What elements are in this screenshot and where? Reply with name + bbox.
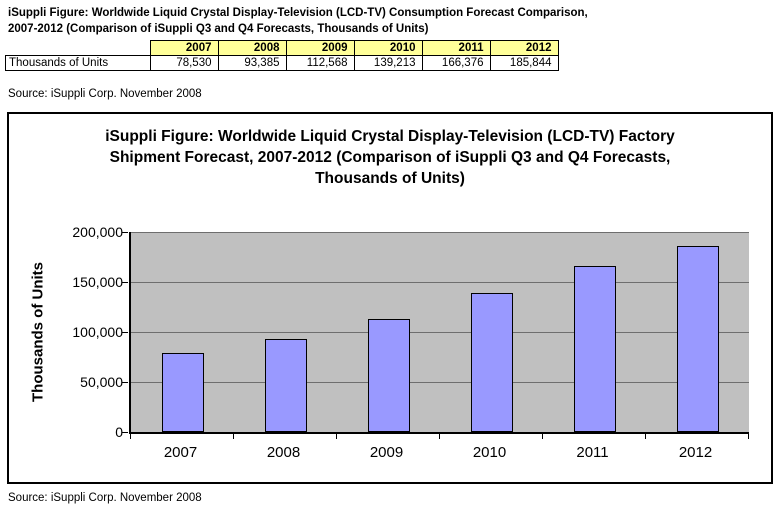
plot-area [129,232,749,434]
table-year-header: 2008 [217,40,287,56]
gridline [131,382,749,383]
table-value-cell: 112,568 [285,55,355,71]
x-tickmark [439,434,440,439]
y-tick-label: 100,000 [72,324,123,340]
bar-2007 [161,353,204,432]
table-year-header: 2011 [421,40,491,56]
x-tick-label: 2010 [472,444,507,461]
table-value-cell: 185,844 [489,55,559,71]
table-value-cell: 78,530 [149,55,219,71]
table-year-header: 2009 [285,40,355,56]
forecast-table: 2007 2008 2009 2010 2011 2012 Thousands of Un… [5,40,559,71]
table-corner-cell [5,40,150,56]
table-row-label: Thousands of Units [5,55,151,71]
y-tickmark [122,432,128,433]
y-tick-label: 150,000 [72,274,123,290]
table-value-cell: 139,213 [353,55,423,71]
table-value-cell: 166,376 [421,55,491,71]
table-value-cell: 93,385 [217,55,287,71]
source-text-top: Source: iSuppli Corp. November 2008 [8,88,202,100]
x-axis-labels: 2007 2008 2009 2010 2011 2012 [129,444,747,461]
x-tickmark [336,434,337,439]
x-tick-label: 2008 [266,444,301,461]
bar-2010 [470,292,513,432]
x-tickmark [542,434,543,439]
table-year-header: 2007 [149,40,219,56]
gridline [131,332,749,333]
x-tick-label: 2011 [576,444,609,461]
bar-2009 [367,319,410,432]
table-year-header: 2012 [489,40,559,56]
x-tickmark [130,434,131,439]
table-header-row: 2007 2008 2009 2010 2011 2012 [5,40,559,56]
table-value-row: Thousands of Units 78,530 93,385 112,568 139… [5,55,559,71]
y-tick-label: 50,000 [80,374,123,390]
x-tickmark [748,434,749,439]
y-tickmark [122,332,128,333]
y-tick-label: 0 [115,424,123,440]
source-text-bottom: Source: iSuppli Corp. November 2008 [8,492,202,504]
x-tickmark [645,434,646,439]
gridline [131,232,749,233]
y-tick-label: 200,000 [72,224,123,240]
page-title-line2: 2007-2012 (Comparison of iSuppli Q3 and … [8,23,429,35]
y-tickmark [122,232,128,233]
y-axis-ticks: 0 50,000 100,000 150,000 200,000 [39,224,123,440]
x-tick-label: 2007 [163,444,198,461]
y-tickmark [122,282,128,283]
chart-frame: iSuppli Figure: Worldwide Liquid Crystal… [7,112,773,484]
bar-2008 [264,338,307,432]
x-tick-label: 2012 [678,444,713,461]
page-title: iSuppli Figure: Worldwide Liquid Crystal… [8,5,758,37]
gridline [131,282,749,283]
table-year-header: 2010 [353,40,423,56]
chart-title: iSuppli Figure: Worldwide Liquid Crystal… [105,128,675,187]
bar-2011 [573,265,616,432]
bar-2012 [676,246,719,432]
page-title-line1: iSuppli Figure: Worldwide Liquid Crystal… [8,7,588,19]
y-tickmark [122,382,128,383]
x-tickmark [233,434,234,439]
x-tick-label: 2009 [369,444,404,461]
